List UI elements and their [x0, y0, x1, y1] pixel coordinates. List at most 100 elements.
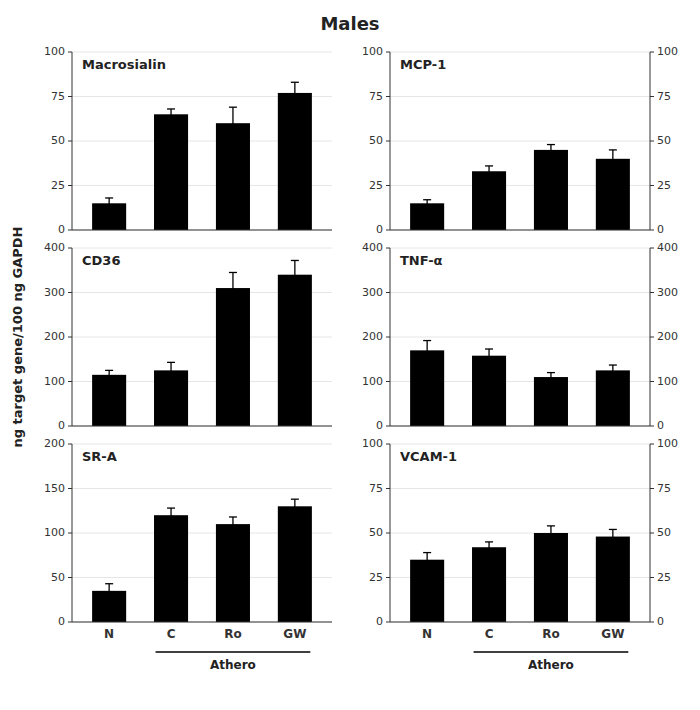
error-cap [485, 165, 493, 166]
bar [92, 375, 126, 426]
error-bar [609, 150, 617, 168]
error-bar [229, 272, 237, 303]
x-axis-line [390, 426, 650, 427]
error-cap [485, 176, 493, 177]
panel: 0100200300400CD36 [44, 241, 332, 432]
bar [278, 275, 312, 426]
bar [472, 356, 506, 426]
error-bar [485, 349, 493, 362]
x-tick-label: GW [283, 627, 306, 641]
error-cap [229, 139, 237, 140]
y-tick-label: 75 [51, 90, 65, 103]
error-cap [609, 529, 617, 530]
y2-tick-label: 75 [657, 482, 671, 495]
y-tick [68, 337, 72, 338]
y-tick [386, 52, 390, 53]
y2-tick-label: 0 [657, 615, 664, 628]
x-axis-line [72, 230, 332, 231]
grid-line [390, 337, 650, 338]
y-tick-label: 200 [362, 330, 383, 343]
y-tick [386, 577, 390, 578]
y2-tick [650, 444, 654, 445]
y2-tick-label: 25 [657, 179, 671, 192]
y-tick [68, 533, 72, 534]
error-cap [105, 597, 113, 598]
x-tick-label: N [422, 627, 432, 641]
error-stem [108, 198, 109, 209]
grid-line [390, 230, 650, 231]
panel: 02550751000255075100NCRoGWVCAM-1Athero [362, 437, 678, 672]
error-stem [294, 82, 295, 103]
error-cap [105, 583, 113, 584]
bar [154, 370, 188, 426]
error-bar [291, 499, 299, 513]
bar [410, 203, 444, 230]
y-tick-label: 100 [44, 375, 65, 388]
bar [410, 560, 444, 622]
error-cap [291, 288, 299, 289]
error-cap [609, 543, 617, 544]
y2-tick-label: 100 [657, 375, 678, 388]
x-axis-line [72, 426, 332, 427]
marks [92, 499, 312, 622]
error-bar [229, 107, 237, 139]
error-cap [423, 552, 431, 553]
grid-line [72, 488, 332, 489]
panel-title: CD36 [82, 253, 120, 268]
y-tick [68, 292, 72, 293]
grid-line [72, 444, 332, 445]
error-cap [291, 103, 299, 104]
x-tick-label: GW [601, 627, 624, 641]
panel-title: TNF-α [400, 253, 443, 268]
y-tick [386, 185, 390, 186]
error-stem [232, 517, 233, 531]
grid-line [390, 622, 650, 623]
y-tick-label: 75 [369, 482, 383, 495]
error-cap [609, 364, 617, 365]
y-tick [68, 622, 72, 623]
y2-tick-label: 0 [657, 419, 664, 432]
y-tick [386, 622, 390, 623]
y-tick-label: 50 [51, 134, 65, 147]
error-cap [485, 362, 493, 363]
y-tick-label: 75 [369, 90, 383, 103]
error-cap [229, 516, 237, 517]
error-cap [547, 539, 555, 540]
error-cap [609, 167, 617, 168]
error-bar [609, 529, 617, 543]
grid-line [72, 52, 332, 53]
bar [534, 377, 568, 426]
error-cap [485, 552, 493, 553]
y-tick-label: 100 [362, 45, 383, 58]
y-tick [386, 444, 390, 445]
y-tick [68, 426, 72, 427]
y2-tick-label: 100 [657, 437, 678, 450]
y2-tick [650, 577, 654, 578]
y2-tick-label: 75 [657, 90, 671, 103]
grid-line [390, 533, 650, 534]
error-cap [547, 155, 555, 156]
error-bar [167, 362, 175, 378]
grid-line [72, 426, 332, 427]
error-cap [229, 303, 237, 304]
y-tick-label: 300 [362, 286, 383, 299]
y-tick-label: 0 [58, 223, 65, 236]
y-tick [68, 141, 72, 142]
annotation-line [156, 651, 311, 653]
y2-tick [650, 230, 654, 231]
error-cap [423, 199, 431, 200]
error-stem [612, 365, 613, 376]
error-cap [291, 82, 299, 83]
y-tick [386, 230, 390, 231]
y-tick [386, 381, 390, 382]
panel: 01002003004000100200300400TNF-α [362, 241, 678, 432]
y2-tick-label: 25 [657, 571, 671, 584]
grid-line [390, 96, 650, 97]
y-tick [386, 248, 390, 249]
grid-line [390, 248, 650, 249]
y-tick-label: 0 [376, 615, 383, 628]
grid-line [72, 622, 332, 623]
error-cap [167, 378, 175, 379]
error-cap [105, 379, 113, 380]
bar [278, 93, 312, 230]
